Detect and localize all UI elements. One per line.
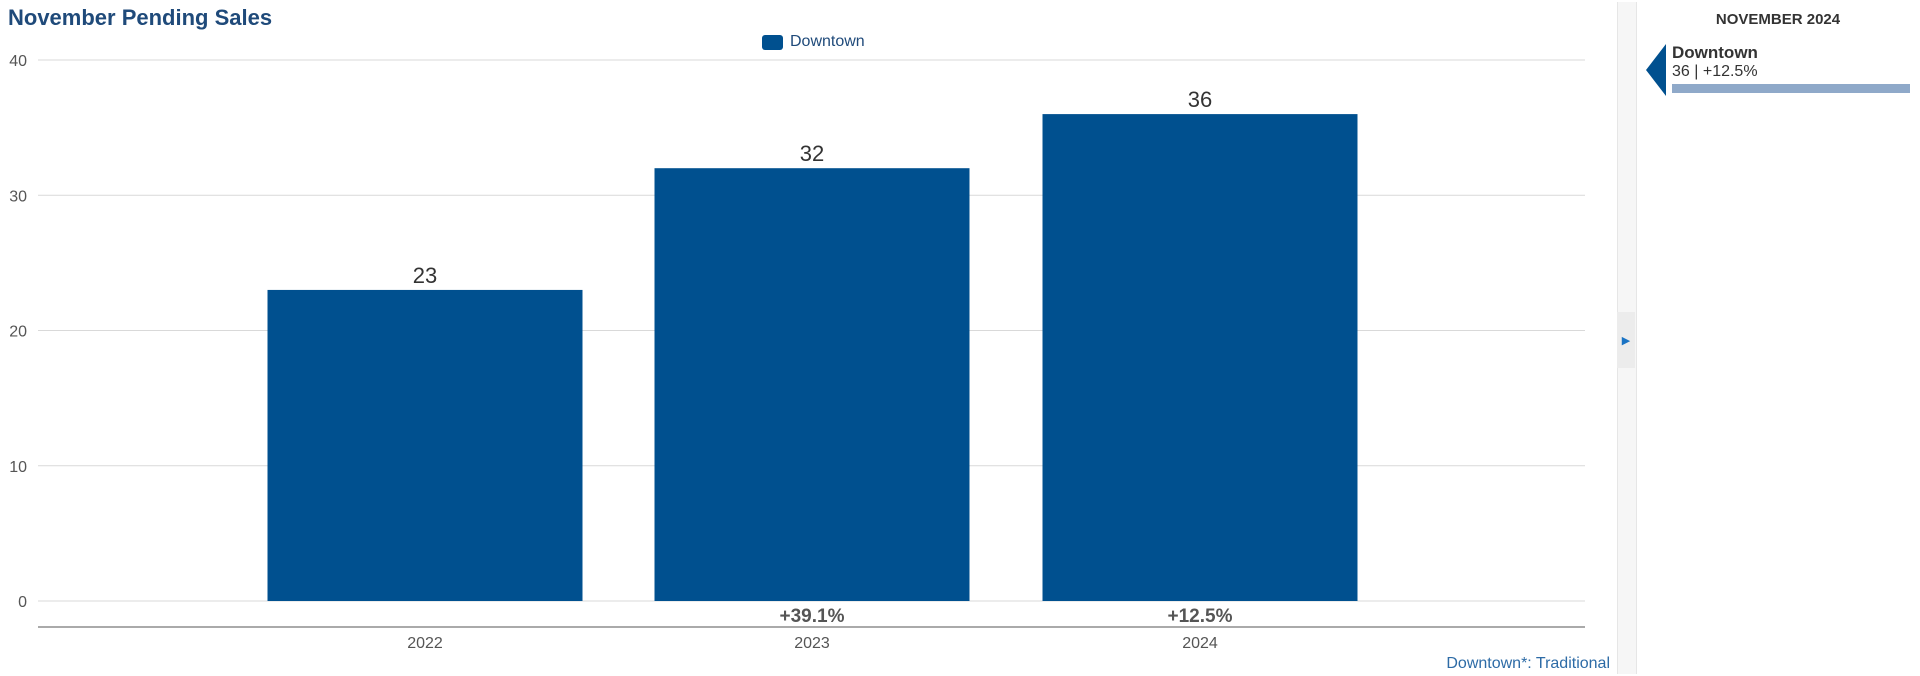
x-tick-label: 2024	[1182, 635, 1218, 652]
side-panel-bar	[1672, 84, 1910, 93]
caret-right-icon: ▶	[1621, 334, 1631, 347]
change-label: +12.5%	[1168, 606, 1233, 627]
chart-title: November Pending Sales	[8, 5, 273, 30]
footnote: Downtown*: Traditional	[1446, 655, 1610, 672]
bar-2024	[1042, 114, 1358, 601]
x-tick-label: 2022	[407, 635, 443, 652]
side-panel: NOVEMBER 2024 Downtown 36 | +12.5%	[1640, 0, 1920, 676]
x-axis-ticks: 2022 2023 2024	[407, 635, 1218, 652]
y-tick-label: 20	[9, 324, 27, 341]
y-axis-ticks: 0 10 20 30 40	[9, 53, 27, 611]
y-tick-label: 0	[18, 594, 27, 611]
y-tick-label: 10	[9, 459, 27, 476]
side-panel-period: NOVEMBER 2024	[1715, 11, 1841, 28]
bar-2023	[654, 168, 970, 601]
y-tick-label: 30	[9, 188, 27, 205]
data-labels: 23 32 36	[413, 87, 1212, 288]
x-tick-label: 2023	[794, 635, 830, 652]
y-tick-label: 40	[9, 53, 27, 70]
bars	[267, 114, 1358, 601]
legend-label: Downtown	[790, 33, 865, 50]
collapse-panel-button[interactable]: ▶	[1617, 312, 1635, 368]
chart-legend[interactable]: Downtown	[762, 33, 865, 51]
side-panel-series-name[interactable]: Downtown	[1672, 43, 1758, 62]
pointer-left-icon	[1646, 44, 1666, 96]
data-label: 23	[413, 263, 437, 288]
change-labels: +39.1% +12.5%	[780, 606, 1233, 627]
data-label: 36	[1188, 87, 1212, 112]
legend-swatch	[762, 34, 783, 50]
side-panel-value: 36 | +12.5%	[1672, 63, 1758, 80]
data-label: 32	[800, 141, 824, 166]
change-label: +39.1%	[780, 606, 845, 627]
bar-2022	[267, 289, 583, 601]
